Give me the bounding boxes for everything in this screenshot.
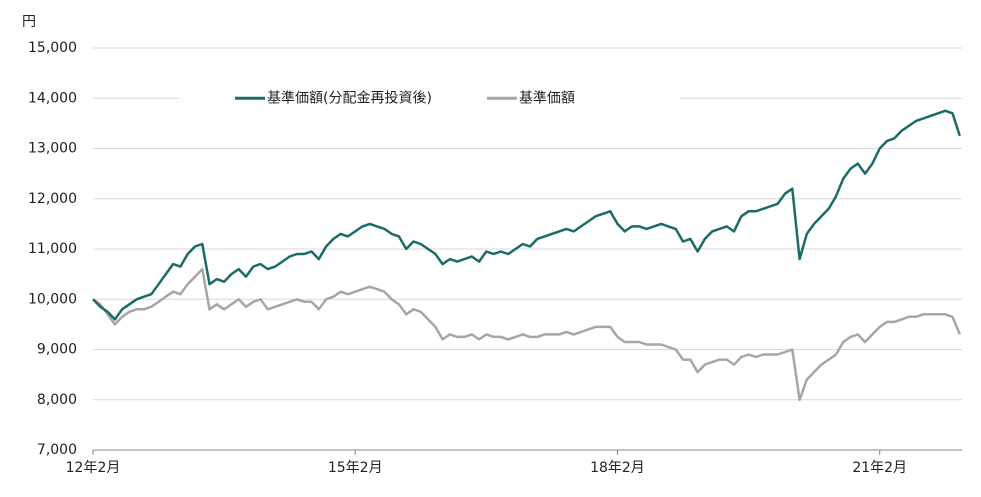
series-line	[92, 109, 961, 321]
y-tick-label: 8,000	[37, 392, 77, 408]
x-tick-label: 12年2月	[66, 460, 121, 476]
y-tick-label: 13,000	[28, 141, 77, 157]
y-tick-label: 15,000	[28, 40, 77, 56]
x-tick-label: 21年2月	[852, 460, 907, 476]
x-tick-label: 18年2月	[590, 460, 645, 476]
y-unit: 円	[22, 14, 36, 30]
y-tick-label: 11,000	[28, 241, 77, 257]
series-line	[92, 267, 961, 402]
y-tick-label: 12,000	[28, 191, 77, 207]
y-tick-label: 10,000	[28, 291, 77, 307]
y-tick-label: 7,000	[37, 442, 77, 458]
legend-label: 基準価額(分配金再投資後)	[267, 89, 432, 106]
y-tick-label: 9,000	[37, 342, 77, 358]
legend-label: 基準価額	[519, 89, 575, 106]
y-tick-label: 14,000	[28, 90, 77, 106]
x-tick-label: 15年2月	[328, 460, 383, 476]
